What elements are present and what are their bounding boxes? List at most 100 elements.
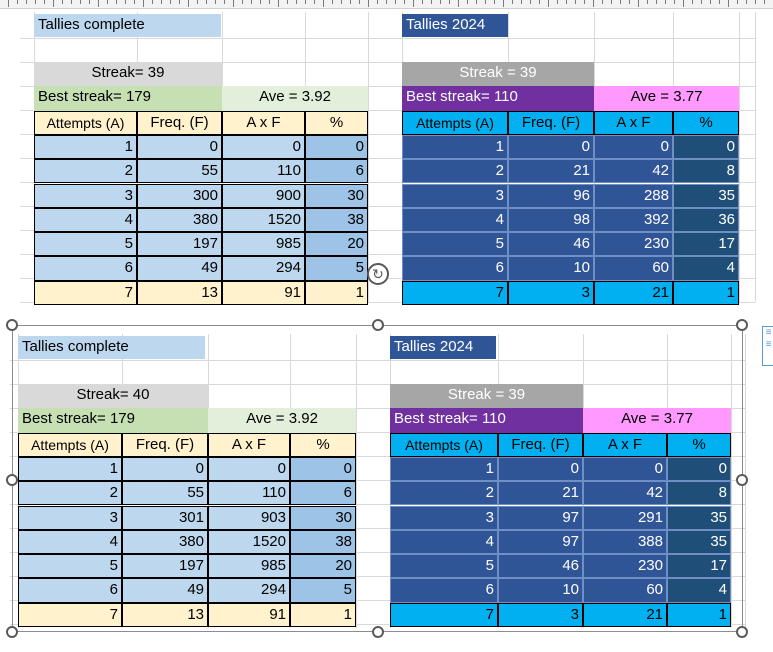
grid-line (20, 38, 755, 39)
ruler-tick (584, 0, 585, 4)
table-cell: 60 (594, 256, 673, 281)
table-title: Tallies complete (18, 336, 205, 359)
column-header: % (667, 432, 731, 457)
ruler-tick (638, 0, 639, 7)
table-cell: 294 (208, 578, 290, 603)
table-cell: 97 (498, 505, 583, 530)
ruler-tick (413, 0, 414, 7)
ruler-tick (656, 0, 657, 4)
table-cell: 110 (222, 159, 305, 184)
grid-line (10, 360, 745, 361)
table-cell: 5 (290, 578, 356, 603)
column-header: Freq. (F) (508, 110, 594, 135)
ruler-tick (449, 0, 450, 4)
resize-handle[interactable] (372, 626, 384, 638)
ruler-tick (233, 0, 234, 7)
ruler-tick (539, 0, 540, 4)
ruler-tick (8, 0, 9, 7)
ruler-tick (17, 0, 18, 4)
table-cell: 8 (667, 481, 731, 506)
layout-options-icon[interactable]: ≡ ≡ (762, 326, 773, 366)
table-cell: 903 (208, 505, 290, 530)
ruler-tick (404, 0, 405, 4)
table-cell: 20 (290, 554, 356, 579)
rotate-handle-icon[interactable]: ↻ (367, 263, 389, 285)
grid-line (10, 624, 745, 625)
resize-handle[interactable] (6, 626, 18, 638)
table-cell: 60 (583, 578, 667, 603)
resize-handle[interactable] (6, 474, 18, 486)
table-title: Tallies 2024 (390, 336, 496, 359)
table-cell: 20 (305, 232, 368, 257)
table-cell: 0 (594, 134, 673, 160)
column-header: Freq. (F) (122, 432, 208, 457)
grid-line (20, 158, 755, 159)
ruler-tick (602, 0, 603, 4)
table-cell: 0 (673, 134, 739, 160)
ruler-tick (116, 0, 117, 4)
best-streak-value: Best streak= 179 (34, 86, 222, 111)
ruler-tick (647, 0, 648, 4)
ruler-tick (332, 0, 333, 4)
ruler-tick (89, 0, 90, 4)
ruler-tick (323, 0, 324, 7)
best-streak-value: Best streak= 110 (402, 86, 594, 111)
top-ruler (0, 0, 773, 9)
ruler-tick (755, 0, 756, 4)
table-cell: 0 (583, 456, 667, 482)
table-cell: 0 (222, 134, 305, 160)
ruler-tick (242, 0, 243, 4)
resize-handle[interactable] (6, 319, 18, 331)
resize-handle[interactable] (372, 319, 384, 331)
ruler-tick (440, 0, 441, 4)
table-cell: 97 (498, 529, 583, 555)
grid-line (10, 384, 745, 385)
grid-line (20, 230, 755, 231)
ruler-tick (260, 0, 261, 4)
ruler-tick (368, 0, 369, 7)
ruler-tick (431, 0, 432, 4)
ruler-tick (35, 0, 36, 4)
table-cell: 380 (122, 529, 208, 555)
table-cell: 5 (305, 256, 368, 281)
table-cell: 1 (667, 602, 731, 627)
table-cell: 985 (222, 232, 305, 257)
ruler-tick (458, 0, 459, 7)
ruler-tick (26, 0, 27, 4)
table-cell: 288 (594, 183, 673, 208)
table-cell: 3 (18, 505, 122, 530)
column-header: Freq. (F) (137, 110, 222, 135)
table-cell: 197 (137, 232, 222, 257)
ruler-tick (386, 0, 387, 4)
ruler-tick (296, 0, 297, 4)
grid-line (10, 504, 745, 505)
column-header: % (290, 432, 356, 457)
ruler-tick (719, 0, 720, 4)
ruler-tick (485, 0, 486, 4)
resize-handle[interactable] (736, 626, 748, 638)
table-cell: 2 (34, 159, 137, 184)
table-cell: 1 (290, 602, 356, 627)
table-cell: 301 (122, 505, 208, 530)
table-cell: 35 (667, 529, 731, 555)
ruler-tick (764, 0, 765, 4)
grid-line (10, 456, 745, 457)
ruler-tick (107, 0, 108, 4)
resize-handle[interactable] (736, 319, 748, 331)
resize-handle[interactable] (736, 474, 748, 486)
table-cell: 1520 (208, 529, 290, 555)
table-cell: 46 (498, 554, 583, 579)
grid-line (739, 12, 740, 302)
column-header: Attempts (A) (402, 110, 508, 135)
ruler-tick (548, 0, 549, 7)
ruler-tick (98, 0, 99, 7)
table-cell: 42 (583, 481, 667, 506)
table-cell: 21 (508, 159, 594, 184)
ruler-tick (224, 0, 225, 4)
ruler-tick (125, 0, 126, 4)
grid-line (20, 182, 755, 183)
ruler-tick (620, 0, 621, 4)
table-cell: 2 (402, 159, 508, 184)
grid-line (755, 12, 756, 302)
best-streak-value: Best streak= 110 (390, 408, 583, 433)
